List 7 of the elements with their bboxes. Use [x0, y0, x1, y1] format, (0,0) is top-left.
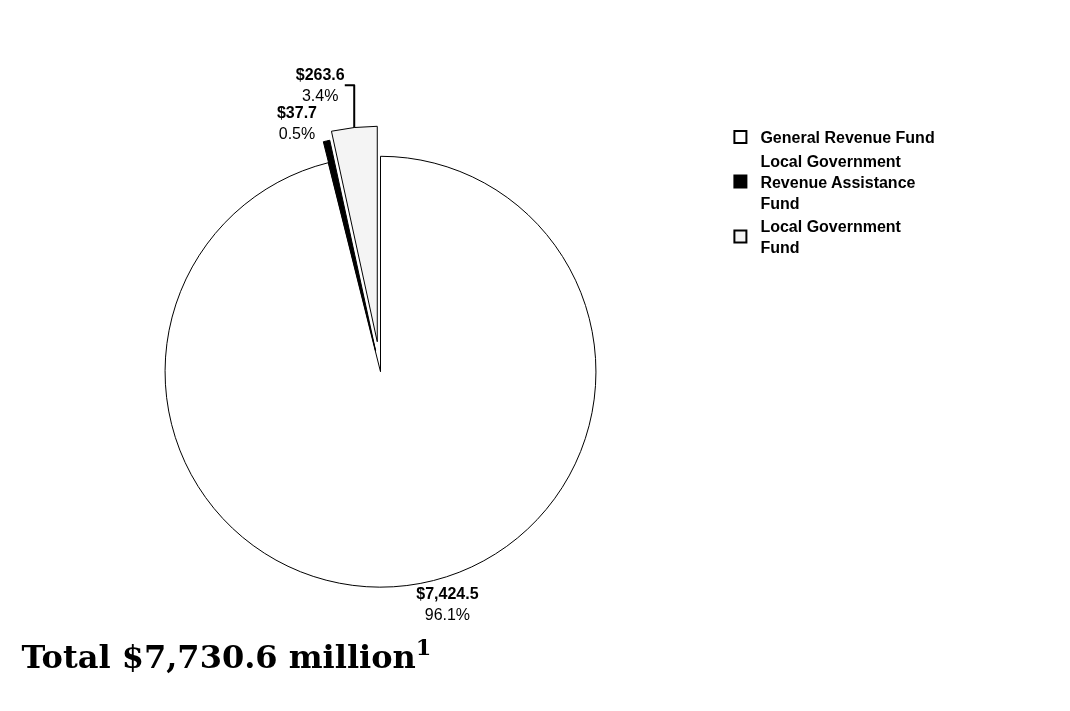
data-label: $7,424.5 96.1% [416, 585, 479, 624]
legend-label: Local Government Fund [760, 218, 902, 257]
legend-label: General Revenue Fund [760, 129, 935, 147]
legend-label: Local Government Revenue Assistance Fund [760, 152, 916, 212]
data-label: $263.6 3.4% [295, 66, 345, 105]
text: Total $7,730.6 million$^{1}$ [21, 633, 432, 677]
data-label: $37.7 0.5% [276, 104, 318, 142]
